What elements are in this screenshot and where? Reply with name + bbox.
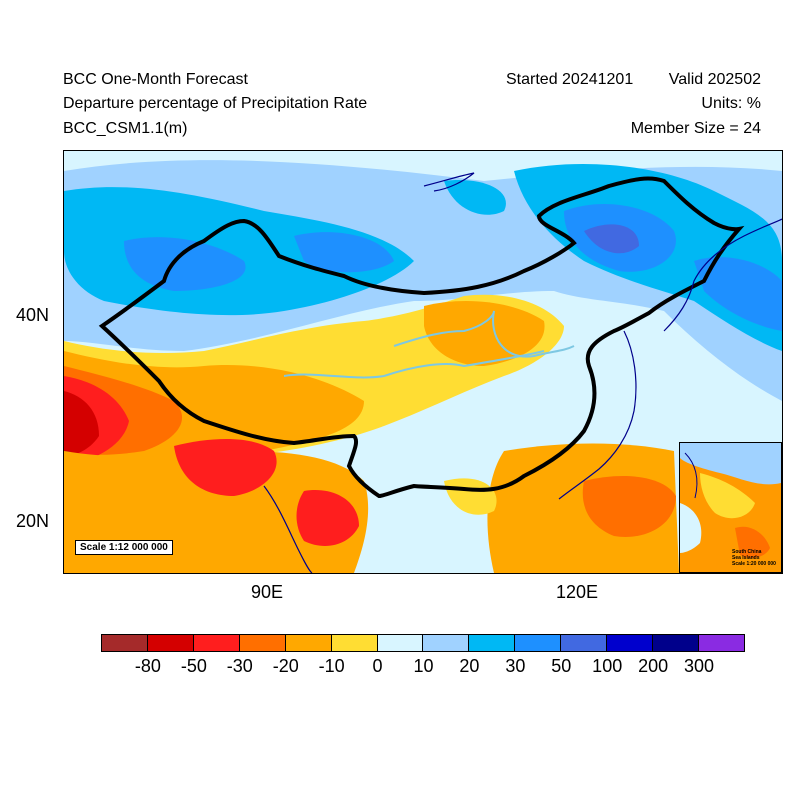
- south-china-sea-inset: South China Sea Islands Scale 1:20 000 0…: [679, 442, 782, 573]
- zone-minus20-minus10-central: [424, 301, 545, 366]
- lon-label-120e: 120E: [556, 582, 599, 602]
- colorbar-cell: [514, 634, 562, 652]
- colorbar-cell: [560, 634, 608, 652]
- coastline-east: [558, 330, 637, 500]
- inset-map: [680, 443, 781, 572]
- river-yellow: [393, 310, 575, 358]
- colorbar-tick-label: 30: [505, 656, 526, 676]
- coastline-south-asia: [263, 485, 313, 573]
- variable-title: Departure percentage of Precipitation Ra…: [63, 95, 368, 112]
- zone-minus80-minus50: [64, 391, 99, 456]
- colorbar-cell: [330, 634, 378, 652]
- lake-baikal: [423, 172, 475, 192]
- colorbar-tick-label: 0: [372, 656, 383, 676]
- lat-label-20n: 20N: [16, 511, 50, 531]
- zone-30-50-central: [294, 232, 394, 273]
- inset-zone-south: [735, 526, 770, 559]
- colorbar-cell: [652, 634, 699, 652]
- colorbar-tick-label: 20: [459, 656, 480, 676]
- colorbar-tick-label: 300: [684, 656, 715, 676]
- coastline-korea-japan: [663, 218, 782, 332]
- colorbar-tick-label: 50: [551, 656, 572, 676]
- river-yangtze: [283, 350, 545, 379]
- model-name: BCC_CSM1.1(m): [63, 120, 188, 137]
- inset-zone-north: [680, 443, 781, 485]
- colorbar-tick-label: 100: [592, 656, 623, 676]
- colorbar-tick-label: -20: [272, 656, 299, 676]
- colorbar-cell: [238, 634, 286, 652]
- zone-minus50-minus30-south: [174, 439, 277, 496]
- member-size: Member Size = 24: [630, 120, 761, 137]
- zone-30-50-west: [124, 237, 246, 291]
- colorbar-tick-label: -10: [318, 656, 345, 676]
- forecast-title: BCC One-Month Forecast: [63, 71, 248, 88]
- colorbar-tick-label: 200: [638, 656, 669, 676]
- map-panel: Scale 1:12 000 000 South China Sea Islan…: [63, 150, 783, 574]
- colorbar-cell: [422, 634, 470, 652]
- precipitation-anomaly-map: [64, 151, 782, 573]
- colorbar-cell: [192, 634, 240, 652]
- china-border: [98, 176, 745, 499]
- zone-30-50-northeast: [694, 257, 782, 331]
- colorbar-cell: [606, 634, 654, 652]
- zone-50-100: [584, 224, 639, 254]
- lon-label-90e: 90E: [251, 582, 284, 602]
- inset-label: South China Sea Islands Scale 1:20 000 0…: [732, 549, 776, 567]
- units-label: Units: %: [701, 95, 761, 112]
- zone-20-30-mid: [444, 180, 506, 215]
- lat-label-40n: 40N: [16, 305, 50, 325]
- inset-zone-center: [700, 473, 755, 519]
- colorbar-cell: [697, 634, 745, 652]
- colorbar: [101, 634, 745, 652]
- colorbar-cell: [376, 634, 424, 652]
- inset-zone-west: [680, 503, 702, 553]
- zone-minus20-minus10-southeast: [487, 443, 679, 573]
- colorbar-tick-label: -50: [180, 656, 207, 676]
- colorbar-cell: [284, 634, 332, 652]
- scale-label: Scale 1:12 000 000: [75, 540, 173, 555]
- start-date: Started 20241201: [506, 71, 634, 88]
- valid-date: Valid 202502: [668, 71, 761, 88]
- zone-minus30-minus20-southeast: [582, 476, 676, 537]
- colorbar-cell: [468, 634, 516, 652]
- colorbar-tick-label: -30: [226, 656, 253, 676]
- colorbar-cell: [101, 634, 148, 652]
- colorbar-tick-label: -80: [134, 656, 161, 676]
- colorbar-tick-label: 10: [413, 656, 434, 676]
- colorbar-cell: [146, 634, 194, 652]
- zone-minus50-minus30-indochina: [296, 490, 359, 546]
- inset-coastline: [684, 452, 698, 499]
